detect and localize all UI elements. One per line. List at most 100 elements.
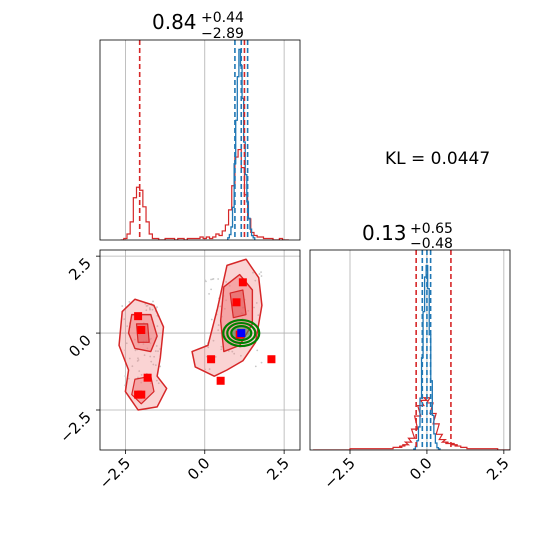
x-tick-label: 0.0 (406, 454, 436, 484)
scatter-point (257, 314, 260, 317)
sample-contour-ring (226, 321, 257, 345)
scatter-point (152, 363, 155, 366)
reference-marker (134, 312, 143, 321)
scatter-point (145, 305, 148, 307)
scatter-point (134, 349, 137, 352)
scatter-point (155, 345, 158, 347)
title-minus: −0.48 (410, 236, 453, 252)
scatter-point (212, 339, 215, 342)
scatter-point (210, 278, 212, 281)
scatter-point (212, 277, 215, 280)
title-minus: −2.89 (201, 26, 244, 42)
x-tick-label: 2.5 (263, 454, 293, 484)
scatter-point (217, 329, 220, 332)
x-tick-label: −2.5 (96, 454, 134, 492)
scatter-point (149, 355, 152, 358)
scatter-point (254, 279, 257, 282)
scatter-point (252, 271, 254, 274)
reference-marker (137, 390, 146, 399)
scatter-point (128, 301, 131, 303)
quantile-lines (415, 250, 452, 450)
scatter-point (255, 302, 258, 304)
scatter-point (123, 318, 126, 320)
panel-frame (99, 39, 301, 241)
scatter-point (233, 352, 236, 355)
scatter-point (260, 275, 263, 277)
reference-marker (238, 278, 247, 287)
scatter-point (204, 368, 206, 371)
scatter-point (126, 325, 129, 328)
panel-title: 0.84 +0.44 −2.89 (152, 10, 244, 42)
scatter-point (151, 308, 154, 311)
x-tick-label: −2.5 (320, 454, 358, 492)
y-tick-label: 2.5 (65, 254, 95, 284)
scatter-point (149, 308, 151, 311)
scatter-point (208, 293, 210, 295)
scatter-point (159, 365, 162, 368)
reference-marker (143, 373, 152, 382)
scatter-point (220, 345, 223, 348)
scatter-point (210, 288, 213, 291)
scatter-point (154, 350, 157, 352)
scatter-point (239, 354, 242, 357)
reference-histogram (120, 148, 289, 240)
reference-marker (232, 298, 241, 307)
title-median: 0.13 (362, 221, 407, 245)
reference-marker (267, 355, 276, 364)
scatter-point (157, 350, 159, 353)
scatter-point (128, 357, 131, 360)
x-tick-label: 2.5 (483, 454, 513, 484)
scatter-point (227, 350, 230, 352)
scatter-point (205, 280, 207, 283)
scatter-point (217, 278, 220, 280)
scatter-point (156, 325, 159, 327)
scatter-point (138, 370, 141, 372)
scatter-point (140, 373, 143, 376)
scatter-point (145, 309, 148, 312)
scatter-point (155, 379, 158, 382)
quantile-lines (138, 40, 249, 240)
scatter-point (152, 300, 154, 303)
reference-marker (137, 326, 146, 334)
scatter-point (121, 305, 124, 307)
reference-marker (207, 355, 216, 364)
scatter-point (124, 375, 127, 377)
x-tick-labels: −2.5 0.0 2.5 (320, 450, 513, 493)
scatter-point (254, 365, 257, 368)
kl-annotation: KL = 0.0447 (385, 149, 490, 169)
reference-marker (216, 376, 225, 385)
scatter-point (208, 368, 211, 370)
scatter-point (154, 364, 157, 367)
scatter-point (143, 354, 146, 357)
scatter-point (260, 271, 262, 274)
scatter-point (258, 273, 261, 275)
scatter-point (127, 377, 130, 380)
grid (124, 40, 285, 240)
y-tick-label: 0.0 (65, 331, 95, 361)
x-tick-label: 0.0 (184, 454, 214, 484)
scatter-point (124, 349, 127, 352)
scatter-point (131, 365, 134, 368)
scatter-point (136, 360, 139, 362)
scatter-point (207, 346, 210, 349)
panel-title: 0.13 +0.65 −0.48 (362, 221, 453, 252)
scatter-point (231, 350, 234, 353)
scatter-point (219, 305, 222, 308)
panel-frame (99, 249, 301, 451)
marginal-panel-param1: 0.84 +0.44 −2.89 (99, 10, 301, 241)
scatter-point (256, 349, 259, 352)
panel-frame (309, 249, 511, 451)
title-plus: +0.65 (410, 221, 453, 237)
marginal-panel-param2: −2.5 0.0 2.5 0.13 +0.65 −0.48 (309, 221, 513, 493)
scatter-point (253, 306, 255, 309)
scatter-point (260, 361, 263, 364)
y-tick-label: −2.5 (56, 408, 94, 446)
x-tick-labels: −2.5 0.0 2.5 (96, 450, 293, 493)
sample-contour-ring (222, 318, 261, 348)
scatter-point (125, 342, 128, 345)
scatter-point (225, 281, 228, 283)
scatter-point (153, 355, 156, 358)
scatter-point (217, 324, 220, 326)
scatter-point (210, 318, 213, 321)
